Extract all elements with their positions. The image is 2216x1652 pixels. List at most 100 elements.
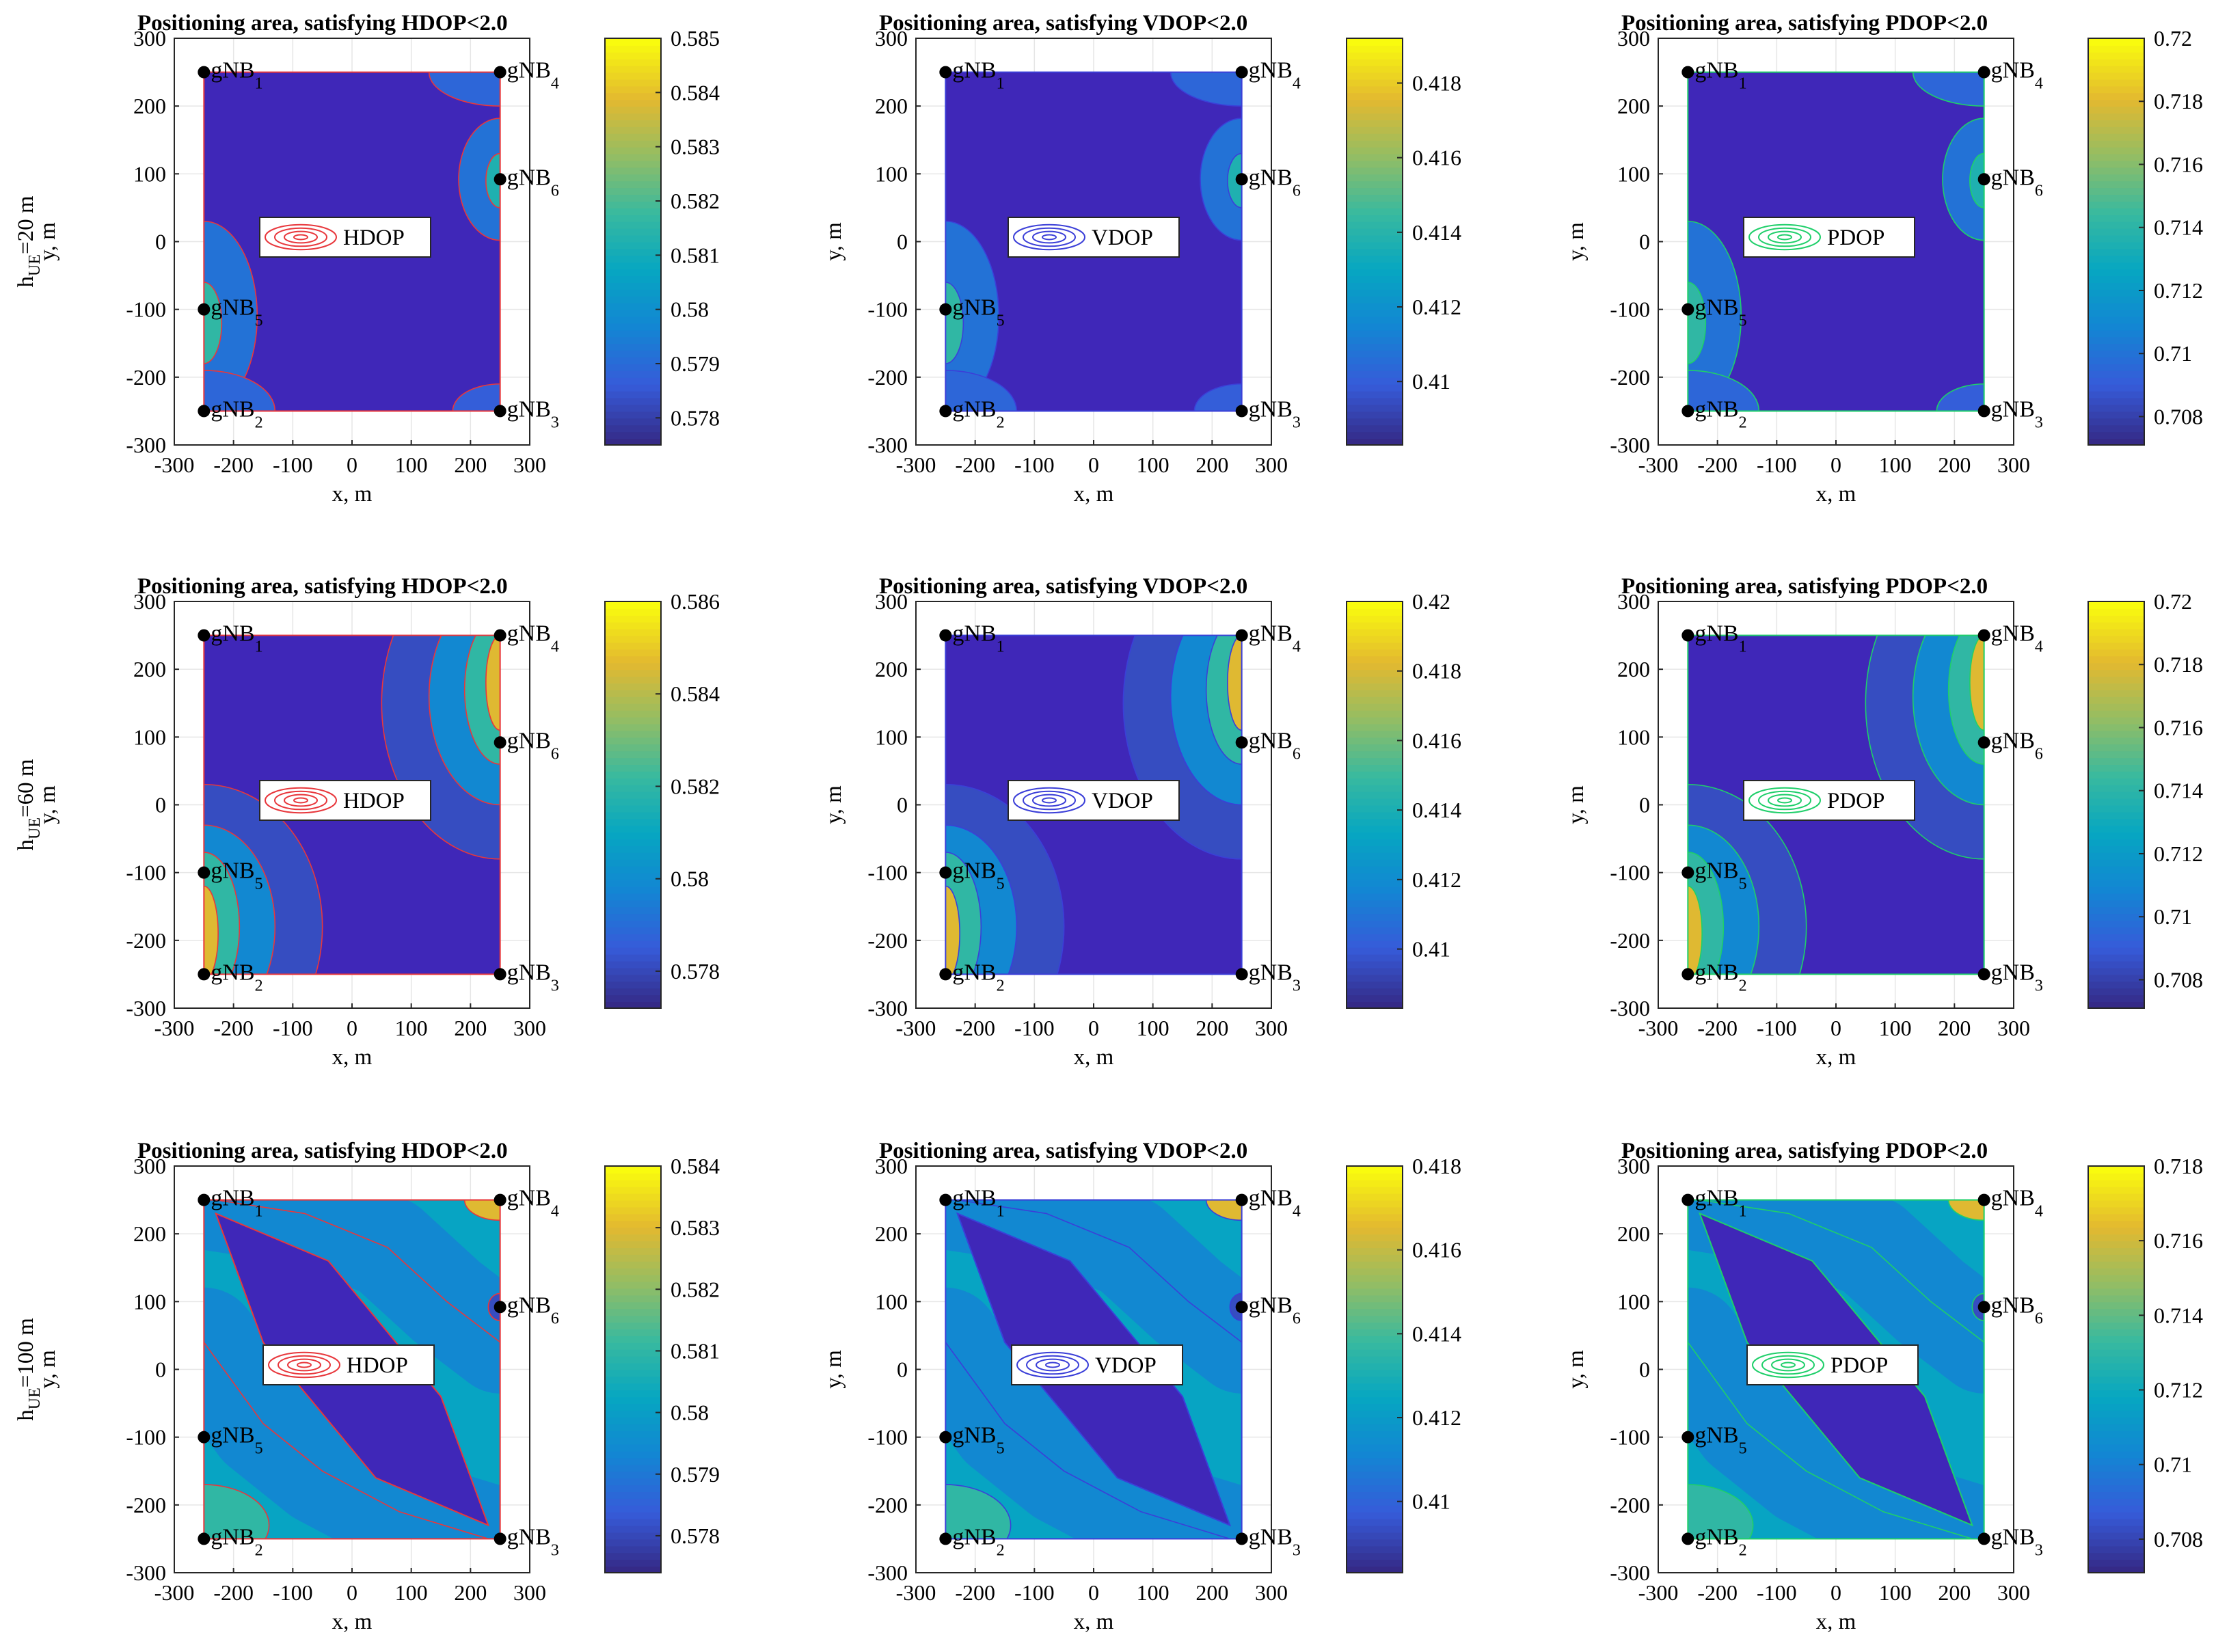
colorbar-tick-label: 0.72 [2154, 589, 2192, 614]
colorbar-swatch [2088, 730, 2144, 738]
x-tick-label: 0 [347, 452, 357, 477]
colorbar-swatch [605, 221, 661, 229]
contour-region [1688, 282, 1707, 364]
colorbar: 0.41 0.412 0.414 0.416 0.418 [1346, 1154, 1461, 1573]
colorbar-swatch [1347, 981, 1403, 989]
colorbar-swatch [2088, 865, 2144, 874]
colorbar-swatch [605, 1301, 661, 1310]
y-axis-label: y, m [36, 222, 60, 261]
colorbar-swatch [1347, 1247, 1403, 1255]
colorbar-swatch [2088, 940, 2144, 948]
colorbar-swatch [1347, 811, 1403, 820]
colorbar-swatch [2088, 1166, 2144, 1174]
colorbar-swatch [605, 1166, 661, 1174]
colorbar-swatch [1347, 153, 1403, 161]
colorbar-swatch [2088, 750, 2144, 759]
contour-region [945, 282, 964, 364]
colorbar-swatch [605, 709, 661, 718]
gnb-label: gNB3 [1249, 1524, 1301, 1559]
colorbar-swatch [605, 723, 661, 731]
colorbar-swatch [1347, 1396, 1403, 1405]
colorbar-swatch [2088, 1301, 2144, 1310]
colorbar-swatch [2088, 974, 2144, 982]
colorbar-swatch [2088, 621, 2144, 629]
colorbar-swatch [605, 255, 661, 263]
colorbar-swatch [605, 262, 661, 270]
colorbar-swatch [2088, 1450, 2144, 1459]
legend: HDOP [259, 217, 431, 258]
colorbar: 0.41 0.412 0.414 0.416 0.418 [1346, 38, 1461, 446]
colorbar-swatch [1347, 228, 1403, 236]
colorbar-swatch [2088, 1179, 2144, 1187]
gnb-label: gNB3 [1991, 396, 2043, 431]
colorbar-swatch [2088, 845, 2144, 853]
gnb-label: gNB3 [1991, 1524, 2043, 1559]
x-tick-label: 300 [1255, 452, 1288, 477]
y-axis-label: y, m [36, 785, 60, 824]
colorbar-tick-label: 0.714 [2154, 215, 2203, 240]
colorbar-swatch [2088, 146, 2144, 154]
colorbar-tick-label: 0.584 [671, 80, 720, 105]
colorbar-swatch [1347, 669, 1403, 677]
colorbar-swatch [1347, 1423, 1403, 1431]
legend-icon [1023, 790, 1076, 811]
colorbar-swatch [2088, 275, 2144, 283]
colorbar-swatch [1347, 1525, 1403, 1533]
gnb-marker [198, 1532, 211, 1545]
colorbar-swatch [2088, 655, 2144, 664]
colorbar-swatch [605, 886, 661, 894]
y-tick-label: 300 [875, 589, 908, 614]
colorbar-swatch [605, 1362, 661, 1370]
colorbar-swatch [1347, 424, 1403, 433]
colorbar-swatch [605, 288, 661, 297]
x-tick-label: 100 [395, 1580, 428, 1605]
colorbar-tick-label: 0.416 [1412, 146, 1461, 170]
field-band-contour [1699, 1200, 1984, 1343]
colorbar-swatch [1347, 99, 1403, 107]
colorbar-swatch [1347, 784, 1403, 792]
colorbar-tick-label: 0.582 [671, 1277, 720, 1301]
y-tick-label: 0 [155, 230, 166, 254]
x-tick-label: 200 [1195, 1016, 1228, 1040]
colorbar-swatch [605, 336, 661, 344]
subplot-vdop-2: -300 -200 -100 0 100 200 300 300 200 100 0 -100 -200… [822, 574, 1461, 1070]
colorbar-swatch [605, 1315, 661, 1323]
colorbar-swatch [2088, 1532, 2144, 1540]
legend: HDOP [259, 780, 431, 821]
y-tick-label: 200 [133, 657, 166, 681]
x-tick-label: 300 [513, 452, 546, 477]
colorbar: 0.578 0.579 0.58 0.581 0.582 0.583 0.584 [604, 1154, 720, 1573]
colorbar-swatch [605, 180, 661, 189]
colorbar-swatch [2088, 1172, 2144, 1180]
colorbar-swatch [1347, 1430, 1403, 1438]
legend-label: VDOP [1092, 226, 1153, 250]
colorbar-swatch [605, 858, 661, 867]
colorbar-swatch [605, 879, 661, 887]
colorbar-swatch [2088, 1376, 2144, 1384]
x-tick-label: -100 [1757, 1016, 1797, 1040]
colorbar-swatch [2088, 1369, 2144, 1377]
colorbar-swatch [1347, 832, 1403, 840]
gnb-label: gNB3 [1249, 396, 1301, 431]
field-band-contour [204, 1342, 489, 1539]
colorbar-swatch [1347, 139, 1403, 148]
colorbar-swatch [605, 1349, 661, 1357]
colorbar-swatch [1347, 1457, 1403, 1465]
colorbar-swatch [2088, 1464, 2144, 1472]
colorbar-swatch [605, 1206, 661, 1215]
colorbar-swatch [2088, 933, 2144, 941]
colorbar-swatch [2088, 1410, 2144, 1418]
colorbar-swatch [605, 927, 661, 934]
colorbar-swatch [1347, 1220, 1403, 1228]
legend: VDOP [1011, 1344, 1183, 1385]
colorbar-swatch [1347, 655, 1403, 664]
gnb-marker [939, 629, 952, 642]
colorbar-swatch [605, 757, 661, 765]
colorbar-swatch [605, 1518, 661, 1526]
colorbar-swatch [605, 1552, 661, 1560]
colorbar-swatch [1347, 390, 1403, 398]
x-tick-label: -300 [154, 1580, 195, 1605]
colorbar-swatch [605, 85, 661, 94]
colorbar-swatch [1347, 927, 1403, 934]
colorbar-swatch [1347, 818, 1403, 826]
